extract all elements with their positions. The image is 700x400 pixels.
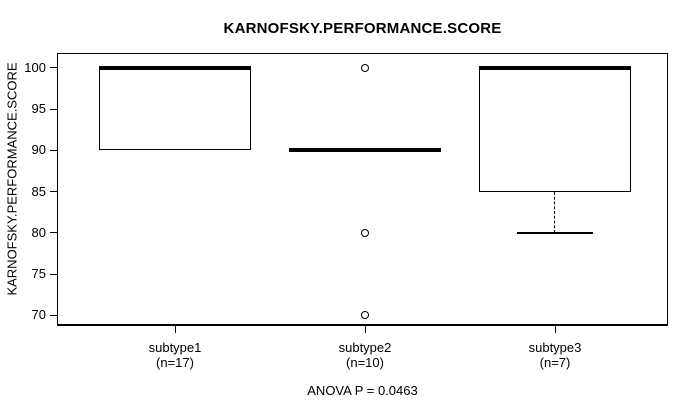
outlier-point <box>361 311 369 320</box>
group-label: subtype1 (n=17) <box>105 340 245 370</box>
x-tick-mark <box>174 326 176 333</box>
group-label: subtype2 (n=10) <box>295 340 435 370</box>
y-tick-mark <box>50 273 57 275</box>
y-tick-mark <box>50 67 57 69</box>
y-tick-label: 70 <box>31 307 46 323</box>
whisker-low-dashed <box>554 191 556 233</box>
chart-title: KARNOFSKY.PERFORMANCE.SCORE <box>223 20 502 37</box>
box-iqr <box>479 67 631 192</box>
y-tick-mark <box>50 232 57 234</box>
y-axis-label: KARNOFSKY.PERFORMANCE.SCORE <box>4 62 20 296</box>
outlier-point <box>361 228 369 237</box>
group-name: subtype1 <box>148 340 202 355</box>
x-tick-mark <box>554 326 556 333</box>
anova-p-annotation: ANOVA P = 0.0463 <box>307 383 418 398</box>
median-line <box>479 65 631 70</box>
group-n: (n=10) <box>346 354 384 370</box>
median-line <box>99 65 251 70</box>
y-tick-label: 85 <box>31 183 46 199</box>
y-tick-mark <box>50 191 57 193</box>
median-line <box>289 148 441 153</box>
y-tick-label: 80 <box>31 224 46 240</box>
y-tick-mark <box>50 149 57 151</box>
x-tick-mark <box>364 326 366 333</box>
outlier-point <box>361 63 369 72</box>
y-tick-label: 95 <box>31 101 46 117</box>
group-n: (n=17) <box>156 354 194 370</box>
whisker-low-cap <box>517 232 593 234</box>
box-iqr <box>99 67 251 151</box>
group-name: subtype2 <box>338 340 392 355</box>
group-label: subtype3 (n=7) <box>485 340 625 370</box>
y-tick-mark <box>50 108 57 110</box>
y-tick-label: 100 <box>24 59 46 75</box>
y-tick-label: 90 <box>31 142 46 158</box>
group-n: (n=7) <box>539 354 571 370</box>
y-tick-mark <box>50 314 57 316</box>
group-name: subtype3 <box>528 340 582 355</box>
plot-area <box>57 53 668 326</box>
y-tick-label: 75 <box>31 266 46 282</box>
